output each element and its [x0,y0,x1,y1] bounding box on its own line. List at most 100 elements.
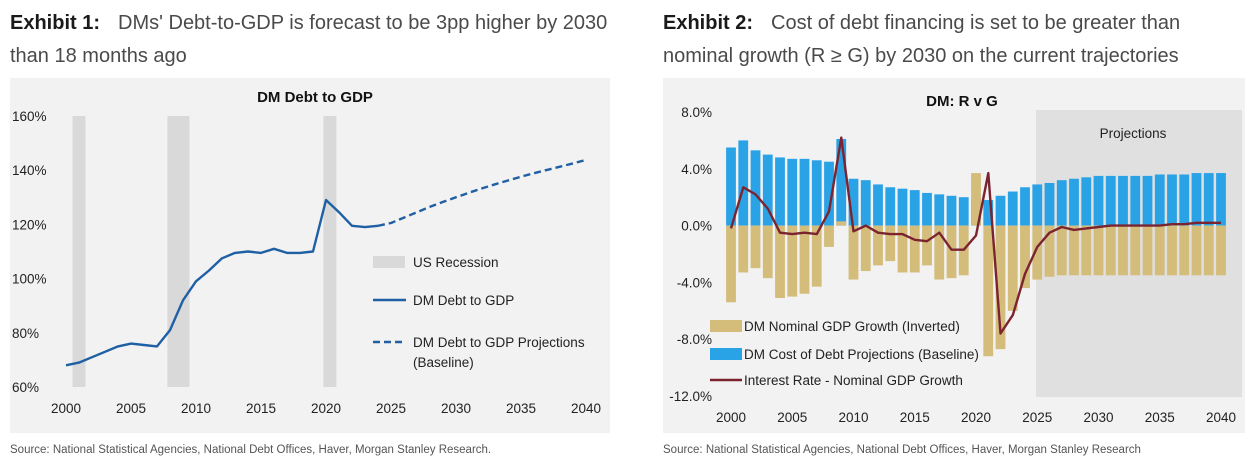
nominal-gdp-bar [1167,225,1177,276]
nominal-gdp-bar [995,225,1006,350]
exhibit-1-source: Source: National Statistical Agencies, N… [10,444,492,456]
nominal-gdp-bar [983,225,994,357]
nominal-gdp-bar [738,225,749,273]
chart-1-title: DM Debt to GDP [257,89,373,106]
nominal-gdp-bar [1130,225,1141,276]
y-tick-label: -8.0% [677,332,712,347]
nominal-gdp-bar [824,225,834,247]
nominal-gdp-bar [811,225,822,287]
cost-of-debt-bar [1130,175,1141,226]
x-tick-label: 2030 [1083,410,1113,425]
nominal-gdp-bar [1154,225,1165,276]
cost-of-debt-bar [873,184,883,226]
y-tick-label: 0.0% [681,219,712,234]
x-tick-label: 2015 [900,410,930,425]
chart-2-legend: DM Nominal GDP Growth (Inverted) DM Cost … [710,319,979,388]
cost-of-debt-bar [762,154,773,226]
cost-of-debt-bar [885,187,896,226]
x-tick-label: 2010 [838,410,868,425]
exhibit-2-heading: Exhibit 2: Cost of debt financing is set … [663,7,1253,73]
legend-label-r-minus-g: Interest Rate - Nominal GDP Growth [744,373,963,388]
x-tick-label: 2000 [716,410,746,425]
nominal-gdp-bar [1191,225,1202,276]
legend-label-projection-cont: (Baseline) [413,355,474,370]
cost-of-debt-bar [848,178,859,226]
exhibit-2-source: Source: National Statistical Agencies, N… [663,444,1141,456]
cost-of-debt-bar [958,197,969,226]
y-tick-label: 100% [12,272,47,287]
cost-of-debt-bar [1118,175,1128,226]
chart-1-background [10,78,610,433]
cost-of-debt-bar [983,200,994,226]
y-tick-label: 80% [12,326,39,341]
nominal-gdp-bar [1093,225,1104,276]
y-tick-label: 60% [12,380,39,395]
exhibit-2-label: Exhibit 2: [663,12,754,34]
exhibit-1-title: DMs' Debt-to-GDP is forecast to be 3pp h… [10,12,608,67]
cost-of-debt-bar [909,190,920,226]
y-tick-label: -12.0% [669,389,712,404]
exhibit-2-panel: Exhibit 2: Cost of debt financing is set … [652,0,1257,466]
cost-of-debt-bar [750,150,761,226]
cost-of-debt-bar [1020,187,1030,226]
recession-band-1 [72,116,86,387]
x-tick-label: 2005 [116,401,146,416]
nominal-gdp-bar [1105,225,1116,276]
debt-to-gdp-line [65,198,379,367]
nominal-gdp-bar [1118,225,1128,276]
cost-of-debt-bar [824,161,834,226]
x-tick-label: 2040 [571,401,601,416]
cost-of-debt-bar [836,138,847,226]
cost-of-debt-bar [1179,174,1190,226]
cost-of-debt-bar [1007,191,1018,226]
chart-1-legend: US Recession DM Debt to GDP DM Debt to GDP… [373,255,585,370]
legend-label-recession: US Recession [413,255,499,270]
cost-of-debt-bar [1203,173,1214,226]
legend-label-cost: DM Cost of Debt Projections (Baseline) [744,347,979,362]
exhibit-1-heading: Exhibit 1: DMs' Debt-to-GDP is forecast t… [10,7,610,73]
y-tick-label: 140% [12,163,47,178]
nominal-gdp-bar [1069,225,1079,276]
chart-2-title: DM: R v G [926,93,998,110]
r-vs-g-chart: Projections 8.0% 4.0% 0.0% -4.0% -8.0% -12.0%… [663,78,1245,433]
nominal-gdp-bar [873,225,883,266]
cost-of-debt-bar [1191,173,1202,226]
nominal-gdp-bar [1044,225,1055,277]
cost-of-debt-bar [946,195,957,226]
nominal-gdp-bar [922,225,932,266]
nominal-gdp-bar [848,225,859,280]
nominal-gdp-bar [1020,225,1030,289]
cost-of-debt-bar [1093,175,1104,226]
nominal-gdp-bar [1216,225,1226,276]
legend-swatch-gdp [710,320,742,332]
legend-label-gdp: DM Nominal GDP Growth (Inverted) [744,319,960,334]
nominal-gdp-bar [971,173,981,226]
legend-label-debt: DM Debt to GDP [413,293,514,308]
exhibit-1-label: Exhibit 1: [10,12,101,34]
y-tick-label: -4.0% [677,275,712,290]
nominal-gdp-bar [836,221,847,226]
cost-of-debt-bar [897,188,908,226]
nominal-gdp-bar [1179,225,1190,276]
y-tick-label: 120% [12,217,47,232]
cost-of-debt-bar [1105,175,1116,226]
cost-of-debt-bar [1216,173,1226,226]
recession-band-2 [167,116,190,387]
nominal-gdp-bar [885,225,896,262]
nominal-gdp-bar [775,225,785,299]
nominal-gdp-bar [726,225,736,303]
debt-to-gdp-projection-line [377,158,587,227]
nominal-gdp-bar [934,225,945,280]
nominal-gdp-bar [1142,225,1153,276]
recession-band-3 [323,116,337,387]
cost-of-debt-bar [726,147,736,226]
nominal-gdp-bar [909,225,920,273]
cost-of-debt-bar [1167,174,1177,226]
exhibit-1-panel: Exhibit 1: DMs' Debt-to-GDP is forecast t… [0,0,628,466]
projections-label: Projections [1100,126,1167,141]
nominal-gdp-bar [787,225,798,297]
cost-of-debt-bar [860,180,871,226]
x-tick-label: 2035 [1145,410,1175,425]
nominal-gdp-bar [946,225,957,279]
x-tick-label: 2010 [181,401,211,416]
